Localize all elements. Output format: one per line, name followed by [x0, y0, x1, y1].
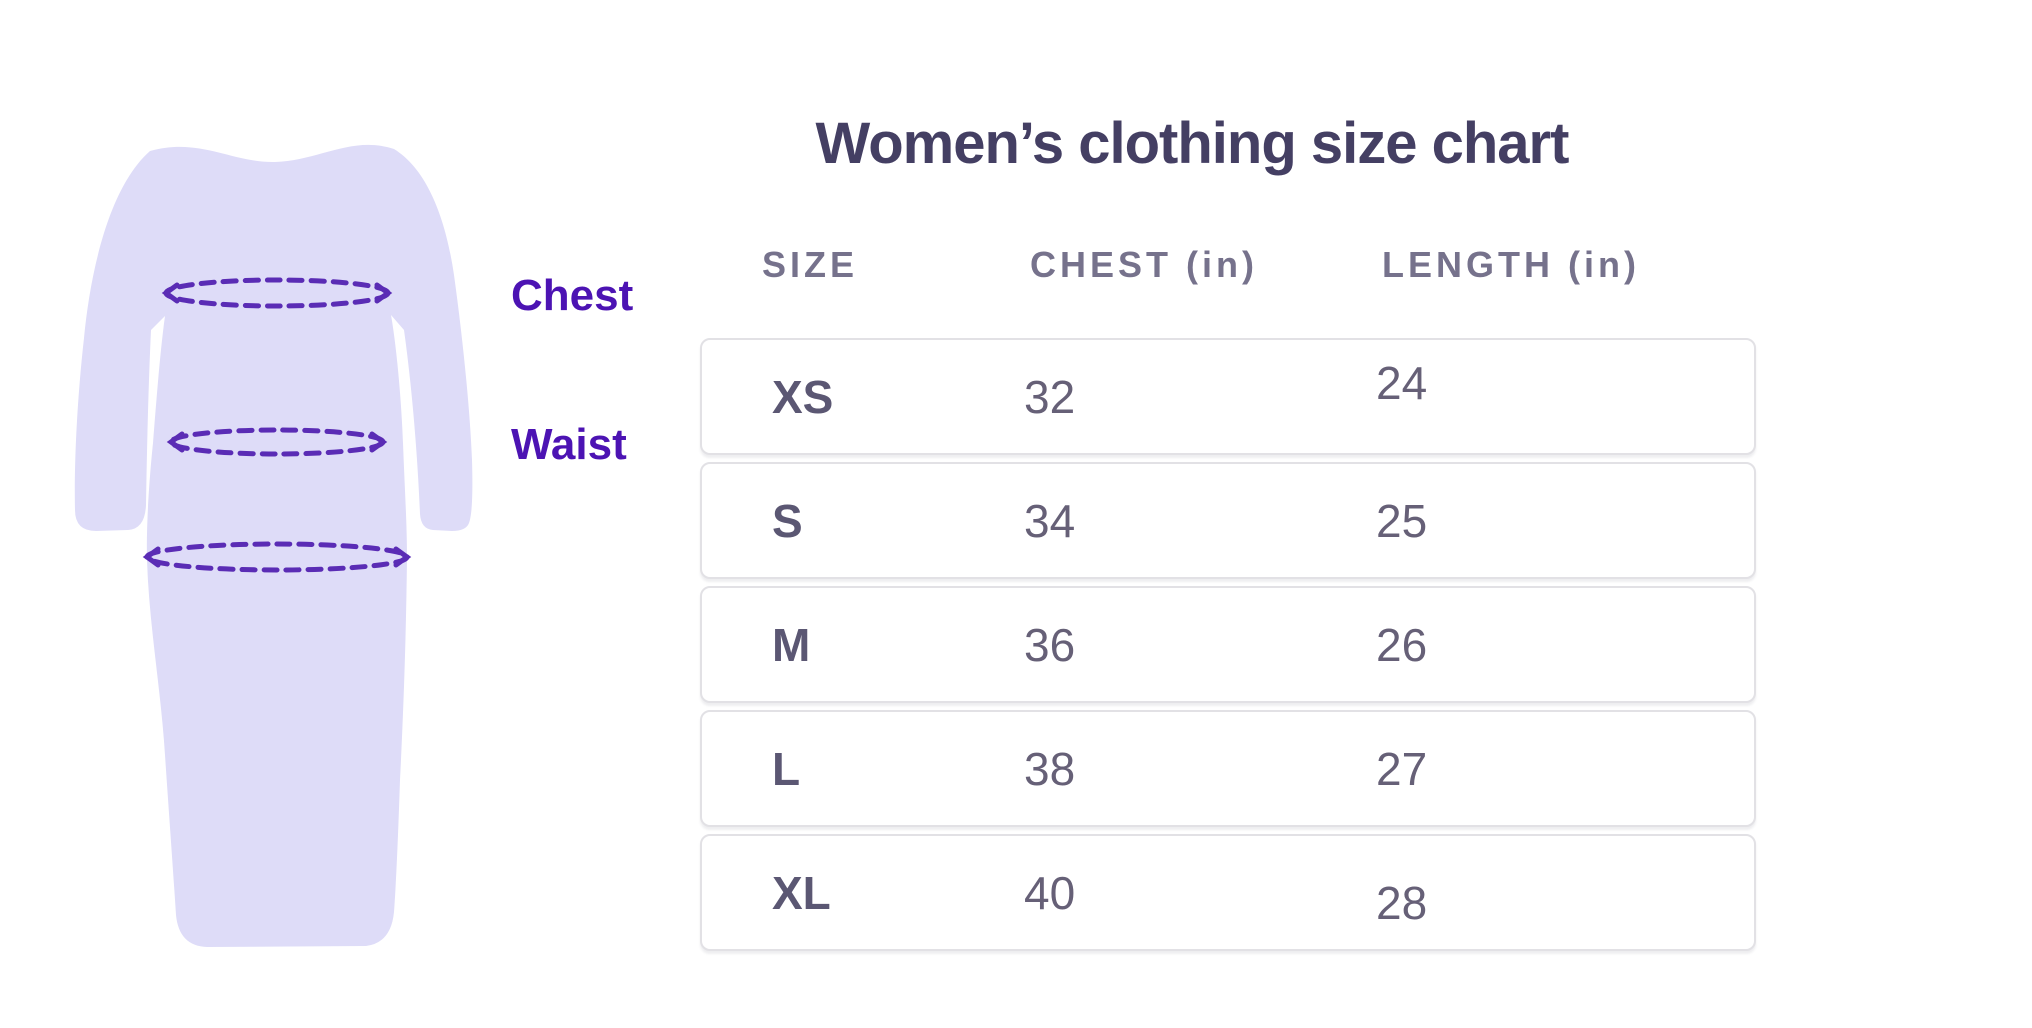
table-row: L 38 27: [700, 710, 1756, 827]
page-title: Women’s clothing size chart: [815, 111, 1570, 176]
table-header-row: SIZE CHEST (in) LENGTH (in): [700, 244, 1756, 286]
header-chest: CHEST (in): [1030, 244, 1258, 285]
table-row: S 34 25: [700, 462, 1756, 579]
cell-length: 27: [1376, 742, 1428, 795]
header-size: SIZE: [762, 244, 859, 285]
size-table: SIZE CHEST (in) LENGTH (in) XS 32 24 S 3…: [700, 244, 1756, 951]
chest-measurement-ellipse: [161, 277, 393, 309]
cell-length: 25: [1376, 494, 1428, 547]
dress-illustration: [74, 144, 473, 948]
table-row: M 36 26: [700, 586, 1756, 703]
header-length: LENGTH (in): [1382, 244, 1640, 285]
waist-measurement-ellipse: [166, 427, 388, 457]
cell-chest: 38: [1024, 742, 1076, 795]
cell-length: 24: [1376, 356, 1428, 409]
cell-chest: 32: [1024, 370, 1076, 423]
cell-size: L: [772, 742, 801, 795]
cell-size: XS: [772, 370, 834, 423]
chest-label: Chest: [511, 271, 634, 320]
hip-measurement-ellipse: [142, 541, 412, 573]
table-row: XS 32 24: [700, 338, 1756, 455]
cell-chest: 40: [1024, 866, 1076, 919]
cell-size: S: [772, 494, 803, 547]
table-row: XL 40 28: [700, 834, 1756, 951]
waist-label: Waist: [511, 420, 627, 469]
cell-chest: 36: [1024, 618, 1076, 671]
dress-silhouette: [74, 144, 473, 948]
cell-chest: 34: [1024, 494, 1076, 547]
cell-length: 26: [1376, 618, 1428, 671]
cell-length: 28: [1376, 876, 1428, 929]
cell-size: M: [772, 618, 811, 671]
cell-size: XL: [772, 866, 831, 919]
